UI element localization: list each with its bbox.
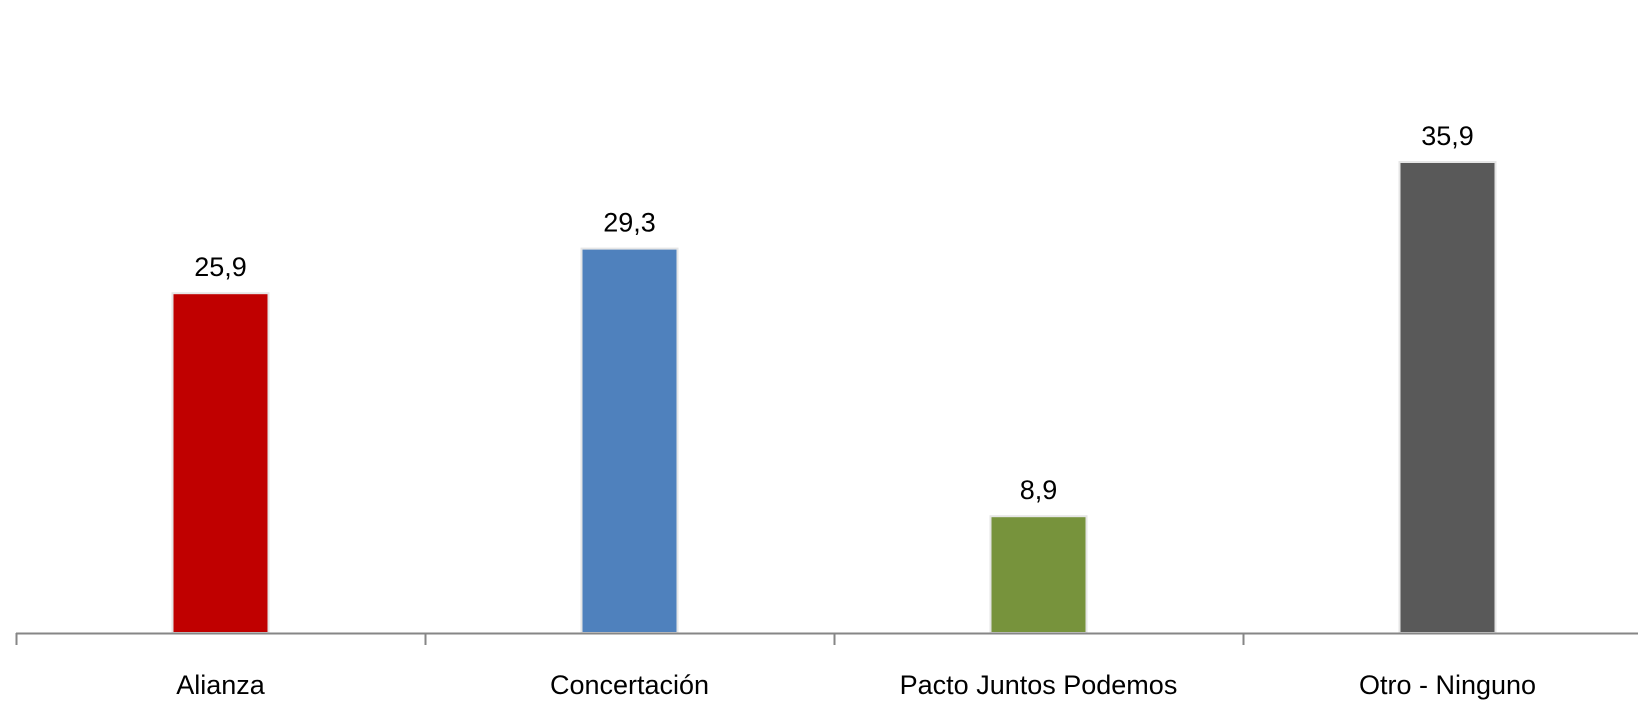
bar-pacto-juntos-podemos — [989, 515, 1088, 635]
tick-label-otro-ninguno: Otro - Ninguno — [1359, 670, 1536, 700]
data-label-alianza: 25,9 — [194, 252, 247, 282]
x-tick-labels: Alianza Concertación Pacto Juntos Podemos O… — [176, 670, 1536, 700]
bar-concertacion — [580, 247, 679, 634]
bar-alianza — [171, 292, 270, 634]
tick-label-alianza: Alianza — [176, 670, 266, 700]
x-axis — [15, 632, 1638, 645]
data-label-pacto-juntos-podemos: 8,9 — [1020, 475, 1058, 505]
tick-label-pacto-juntos-podemos: Pacto Juntos Podemos — [900, 670, 1178, 700]
value-labels-layer: 25,9 29,3 8,9 35,9 — [194, 121, 1474, 505]
data-label-concertacion: 29,3 — [603, 208, 656, 238]
bars-layer — [171, 161, 1497, 635]
bar-otro-ninguno — [1398, 161, 1497, 634]
tick-label-concertacion: Concertación — [550, 670, 709, 700]
data-label-otro-ninguno: 35,9 — [1421, 121, 1474, 151]
